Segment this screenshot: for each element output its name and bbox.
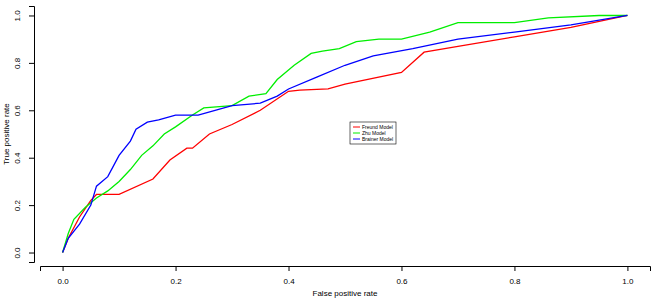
y-axis-title: True positive rate bbox=[2, 103, 11, 165]
y-tick-label: 1.0 bbox=[13, 10, 22, 22]
y-tick-label: 0.2 bbox=[13, 200, 22, 212]
y-tick-label: 0.0 bbox=[13, 247, 22, 259]
plot: 0.0 0.2 0.4 0.6 0.8 1.0 0.0 0.2 0.4 0.6 0.8 1.0 bbox=[13, 7, 651, 286]
y-axis-line bbox=[29, 7, 35, 263]
y-tick: 0.2 bbox=[13, 200, 34, 212]
y-tick-label: 0.4 bbox=[13, 152, 22, 164]
x-tick-label: 0.6 bbox=[396, 277, 408, 286]
legend-swatch bbox=[353, 133, 360, 134]
x-tick: 0.2 bbox=[170, 266, 182, 286]
x-tick-label: 0.4 bbox=[283, 277, 295, 286]
y-tick-mark bbox=[29, 205, 34, 206]
x-tick-label: 0.2 bbox=[170, 277, 182, 286]
y-axis: 0.0 0.2 0.4 0.6 0.8 1.0 bbox=[13, 7, 35, 263]
y-tick-mark bbox=[29, 158, 34, 159]
lines bbox=[63, 15, 628, 252]
x-tick: 0.4 bbox=[283, 266, 295, 286]
x-tick-label: 0.0 bbox=[58, 277, 70, 286]
y-tick: 0.0 bbox=[13, 247, 34, 259]
x-tick: 0.6 bbox=[396, 266, 408, 286]
legend-label: Brainer Model bbox=[362, 136, 393, 142]
roc-line bbox=[63, 15, 628, 252]
legend-swatch bbox=[353, 139, 360, 140]
x-tick-label: 1.0 bbox=[622, 277, 634, 286]
x-tick-mark bbox=[401, 266, 402, 271]
y-tick-mark bbox=[29, 63, 34, 64]
x-axis: 0.0 0.2 0.4 0.6 0.8 1.0 bbox=[41, 266, 651, 286]
roc-line bbox=[63, 15, 628, 252]
x-tick-mark bbox=[63, 266, 64, 271]
legend-box bbox=[350, 122, 396, 144]
x-tick: 0.8 bbox=[509, 266, 521, 286]
x-tick-mark bbox=[514, 266, 515, 271]
y-tick: 0.6 bbox=[13, 105, 34, 117]
y-tick-mark bbox=[29, 253, 34, 254]
y-tick-mark bbox=[29, 15, 34, 16]
y-tick: 1.0 bbox=[13, 10, 34, 22]
x-axis-title: False positive rate bbox=[313, 289, 378, 298]
x-tick-mark bbox=[176, 266, 177, 271]
x-tick: 0.0 bbox=[58, 266, 70, 286]
legend: Freund ModelZhu ModelBrainer Model bbox=[350, 122, 396, 144]
y-tick-label: 0.8 bbox=[13, 57, 22, 69]
y-tick: 0.8 bbox=[13, 57, 34, 69]
x-tick-mark bbox=[289, 266, 290, 271]
legend-swatch bbox=[353, 127, 360, 128]
y-tick: 0.4 bbox=[13, 152, 34, 164]
x-tick: 1.0 bbox=[622, 266, 634, 286]
x-tick-mark bbox=[627, 266, 628, 271]
x-tick-label: 0.8 bbox=[509, 277, 521, 286]
x-axis-line bbox=[41, 267, 651, 272]
y-tick-mark bbox=[29, 110, 34, 111]
chart: 0.0 0.2 0.4 0.6 0.8 1.0 0.0 0.2 0.4 0.6 0.8 1.0 Fals… bbox=[0, 0, 660, 304]
y-tick-label: 0.6 bbox=[13, 105, 22, 117]
roc-line bbox=[63, 15, 628, 252]
